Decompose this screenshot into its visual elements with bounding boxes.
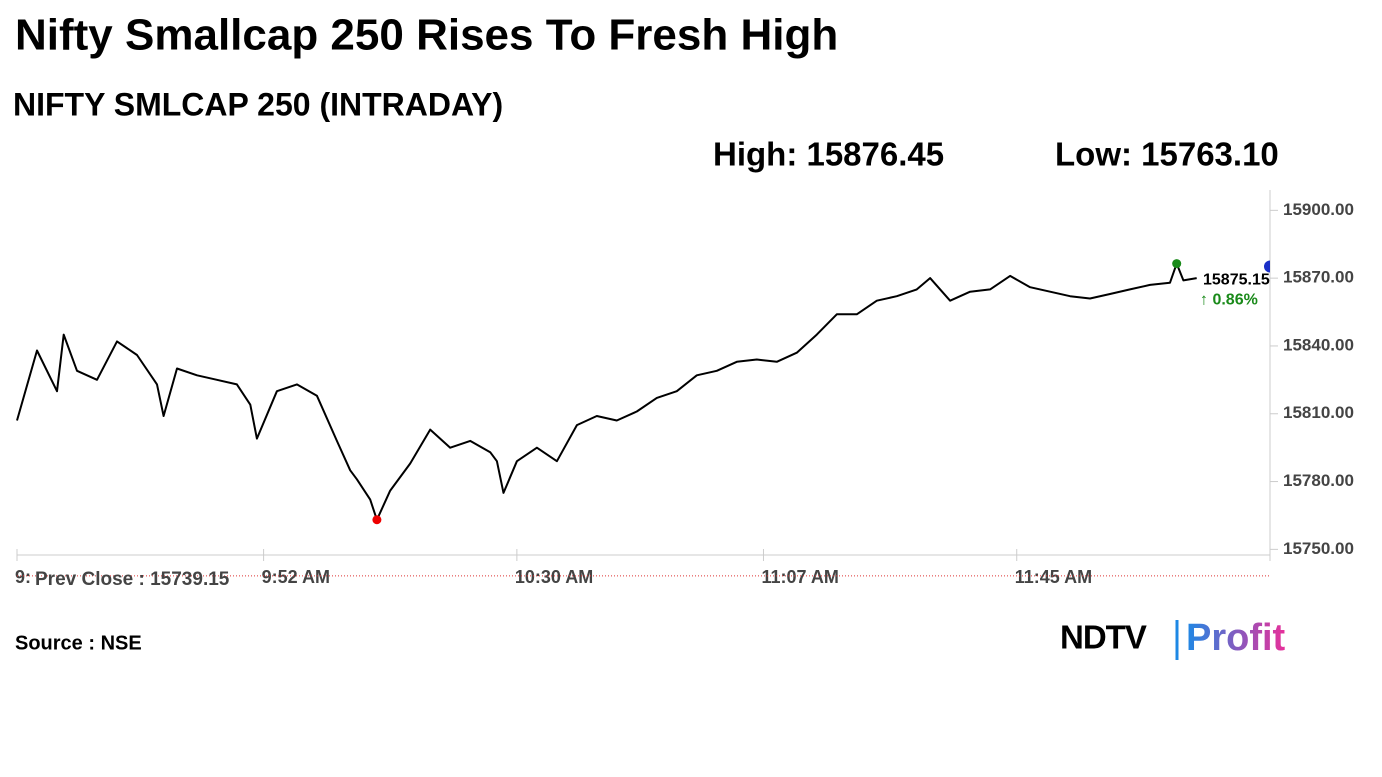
last-marker	[1264, 260, 1270, 273]
high-marker	[1172, 259, 1182, 269]
chart-title: Nifty Smallcap 250 Rises To Fresh High	[15, 11, 838, 60]
y-tick-label: 15900.00	[1283, 200, 1354, 219]
y-tick-label: 15840.00	[1283, 335, 1354, 354]
source: Source : NSE	[15, 632, 142, 654]
low-label: Low: 15763.10	[1055, 136, 1279, 173]
x-tick-label: 11:45 AM	[1015, 567, 1092, 587]
prev-close-label: Prev Close : 15739.15	[35, 569, 230, 590]
logo-product: Profit	[1186, 617, 1286, 659]
last-value-label: 15875.15	[1203, 272, 1270, 289]
y-tick-label: 15780.00	[1283, 471, 1354, 490]
y-tick-label: 15750.00	[1283, 539, 1354, 558]
logo-brand: NDTV	[1060, 619, 1147, 656]
x-tick-label: 9:52 AM	[262, 567, 330, 587]
x-tick-label: 9:	[15, 567, 31, 587]
high-label: High: 15876.45	[713, 136, 944, 173]
low-marker	[372, 515, 382, 525]
x-tick-label: 11:07 AM	[761, 567, 838, 587]
x-tick-label: 10:30 AM	[515, 567, 593, 587]
price-line	[16, 262, 1197, 521]
last-change-label: ↑ 0.86%	[1200, 292, 1258, 309]
chart-subtitle: NIFTY SMLCAP 250 (INTRADAY)	[13, 86, 503, 122]
y-tick-label: 15810.00	[1283, 403, 1354, 422]
last-marker-group	[1264, 260, 1270, 273]
y-tick-label: 15870.00	[1283, 268, 1354, 287]
